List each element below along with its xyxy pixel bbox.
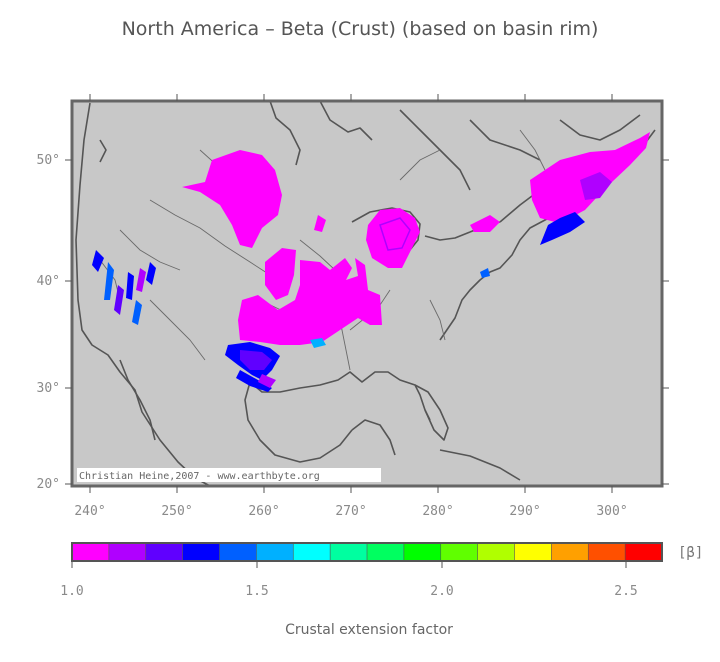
colorbar — [71, 542, 663, 562]
colorbar-title: Crustal extension factor — [285, 622, 453, 638]
colorbar-swatch — [477, 542, 516, 562]
lon-tick-labels: 240° 250° 260° 270° 280° 290° 300° — [74, 504, 627, 519]
frame-ticks — [65, 94, 669, 493]
colorbar-swatch — [514, 542, 553, 562]
colorbar-tick-2.0: 2.0 — [430, 584, 453, 599]
colorbar-tick-2.5: 2.5 — [614, 584, 637, 599]
lat-tick-40: 40° — [37, 274, 60, 289]
basin-maritimes — [540, 212, 585, 245]
basin-michigan — [366, 208, 420, 268]
basin-michigan-ring — [379, 217, 411, 251]
basin-great-basin-4 — [126, 272, 134, 300]
lon-tick-270: 270° — [335, 504, 366, 519]
colorbar-swatch — [145, 542, 184, 562]
lon-tick-300: 300° — [596, 504, 627, 519]
coastlines — [75, 100, 656, 487]
lat-tick-50: 50° — [37, 153, 60, 168]
map-frame — [70, 99, 664, 488]
colorbar-frame — [71, 542, 663, 562]
colorbar-swatch — [587, 542, 626, 562]
colorbar-swatch — [624, 542, 663, 562]
lat-tick-labels: 50° 40° 30° 20° — [37, 153, 60, 492]
credit-text: Christian Heine,2007 - www.earthbyte.org — [79, 471, 320, 482]
colorbar-tick-1.5: 1.5 — [245, 584, 268, 599]
credit-box — [77, 468, 381, 482]
basin-st-lawrence-inner — [580, 172, 612, 200]
colorbar-swatch — [551, 542, 590, 562]
colorbar-swatch — [182, 542, 221, 562]
colorbar-tick-1.0: 1.0 — [60, 584, 83, 599]
basin-great-basin-3 — [114, 285, 124, 315]
colorbar-unit: [β] — [678, 545, 703, 561]
basin-appalachian-2 — [480, 268, 490, 278]
basin-williston — [182, 150, 282, 248]
basin-black-warrior — [310, 338, 326, 348]
lon-tick-240: 240° — [74, 504, 105, 519]
basin-anadarko — [265, 248, 296, 300]
map-title: North America – Beta (Crust) (based on b… — [121, 18, 599, 40]
basin-great-basin-5 — [136, 268, 146, 292]
colorbar-swatch — [108, 542, 147, 562]
colorbar-swatch — [292, 542, 331, 562]
colorbar-swatch — [366, 542, 405, 562]
lon-tick-250: 250° — [161, 504, 192, 519]
lon-tick-280: 280° — [422, 504, 453, 519]
colorbar-swatch — [403, 542, 442, 562]
basin-great-basin-1 — [92, 250, 104, 272]
colorbar-swatch — [219, 542, 258, 562]
basin-permian-inner — [240, 350, 272, 370]
basin-great-basin-2 — [104, 262, 114, 300]
lon-tick-260: 260° — [248, 504, 279, 519]
basin-appalachian-1 — [470, 215, 500, 232]
basin-great-basin-6 — [146, 262, 156, 285]
basin-gulf-edge — [258, 374, 276, 388]
colorbar-swatch — [71, 542, 110, 562]
colorbar-swatch — [440, 542, 479, 562]
colorbar-swatch — [329, 542, 368, 562]
lon-tick-290: 290° — [509, 504, 540, 519]
basin-permian-south — [236, 370, 272, 392]
lat-tick-20: 20° — [37, 477, 60, 492]
colorbar-swatch — [256, 542, 295, 562]
basin-illinois — [238, 258, 382, 345]
colorbar-ticks — [71, 561, 627, 568]
basin-patches — [92, 132, 650, 392]
lat-tick-30: 30° — [37, 381, 60, 396]
basin-powder-river — [314, 215, 326, 232]
basin-great-basin-7 — [132, 300, 142, 325]
